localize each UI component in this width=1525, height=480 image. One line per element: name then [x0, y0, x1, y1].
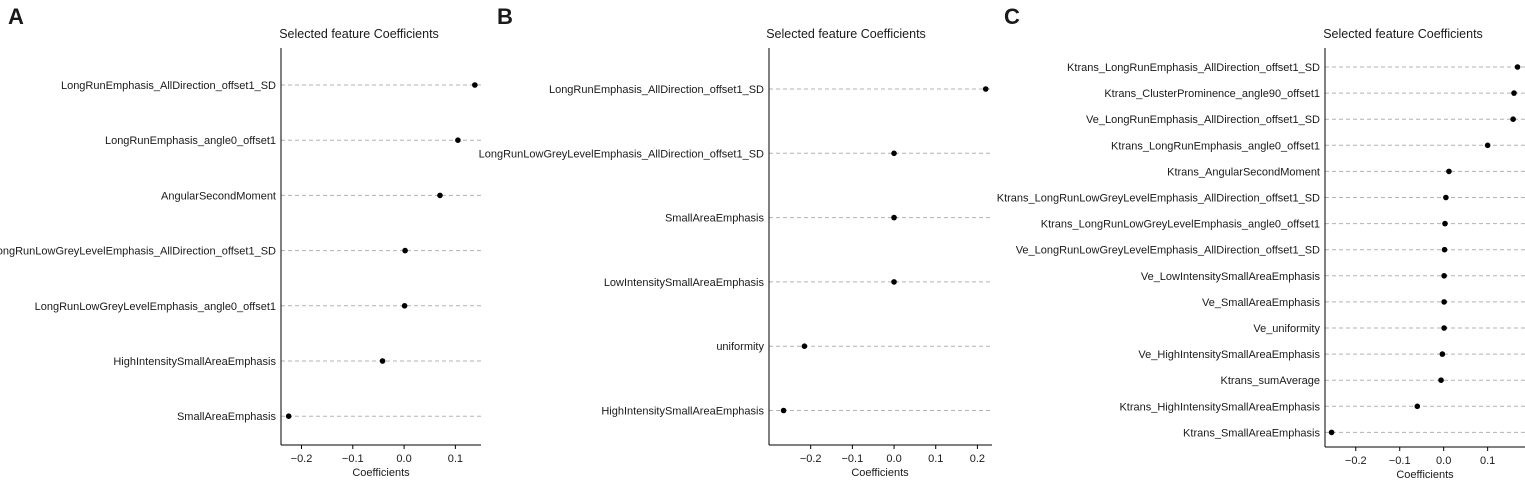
data-point — [891, 279, 897, 285]
feature-label: AngularSecondMoment — [161, 190, 276, 202]
feature-label: Ktrans_LongRunEmphasis_AllDirection_offs… — [1067, 62, 1320, 74]
data-point — [437, 192, 443, 199]
feature-label: Ve_LowIntensitySmallAreaEmphasis — [1141, 271, 1321, 283]
data-point — [1443, 194, 1449, 201]
x-axis-label: Coefficients — [851, 467, 909, 479]
feature-label: Ktrans_LongRunEmphasis_angle0_offset1 — [1111, 140, 1320, 152]
x-tick-label: 0.1 — [448, 453, 463, 465]
data-point — [401, 303, 408, 309]
data-point — [1441, 273, 1447, 279]
chart-title: Selected feature Coefficients — [279, 27, 439, 41]
x-tick-label: −0.1 — [342, 453, 364, 465]
x-tick-label: 0.0 — [1436, 455, 1451, 467]
feature-label: LowIntensitySmallAreaEmphasis — [604, 277, 765, 289]
chart-panel-a: A Selected feature Coefficients LongRunEmp… — [0, 4, 481, 479]
feature-label: Ve_HighIntensitySmallAreaEmphasis — [1138, 349, 1320, 361]
feature-label: Ktrans_ClusterProminence_angle90_offset1 — [1104, 88, 1320, 100]
feature-label: Ktrans_AngularSecondMoment — [1167, 166, 1320, 178]
feature-label: LongRunLowGreyLevelEmphasis_AllDirection… — [479, 148, 764, 160]
x-tick-label: −0.2 — [800, 453, 822, 465]
data-point — [472, 82, 478, 88]
feature-label: Ktrans_SmallAreaEmphasis — [1183, 427, 1320, 439]
data-point — [285, 413, 292, 420]
feature-label: LongRunLowGreyLevelEmphasis_angle0_offse… — [35, 301, 276, 313]
feature-label: LongRunEmphasis_angle0_offset1 — [105, 135, 276, 147]
feature-label: Ktrans_LongRunLowGreyLevelEmphasis_angle… — [1041, 219, 1320, 231]
feature-label: uniformity — [716, 341, 764, 353]
data-point — [1510, 116, 1516, 122]
feature-label: SmallAreaEmphasis — [177, 411, 277, 423]
data-point — [891, 214, 897, 221]
data-point — [402, 247, 408, 254]
feature-label: LongRunEmphasis_AllDirection_offset1_SD — [61, 80, 276, 92]
feature-label: Ve_LongRunLowGreyLevelEmphasis_AllDirect… — [1016, 245, 1320, 257]
data-point — [1511, 90, 1517, 96]
data-point — [780, 407, 787, 414]
chart-title: Selected feature Coefficients — [1323, 27, 1483, 41]
data-point — [1441, 299, 1447, 305]
feature-label: Ktrans_HighIntensitySmallAreaEmphasis — [1119, 401, 1320, 413]
feature-label: HighIntensitySmallAreaEmphasis — [601, 406, 764, 418]
data-point — [801, 343, 808, 350]
x-tick-label: −0.1 — [1389, 455, 1411, 467]
panel-letter: C — [1004, 4, 1020, 29]
feature-label: SmallAreaEmphasis — [665, 213, 765, 225]
feature-label: Ve_SmallAreaEmphasis — [1202, 297, 1321, 309]
feature-label: Ve_uniformity — [1253, 323, 1320, 335]
data-point — [1441, 325, 1447, 331]
data-point — [982, 86, 989, 92]
feature-label: Ktrans_sumAverage — [1221, 375, 1320, 387]
x-tick-label: −0.1 — [842, 453, 864, 465]
x-tick-label: −0.2 — [1345, 455, 1367, 467]
x-tick-label: 0.2 — [970, 453, 985, 465]
data-point — [1442, 220, 1448, 227]
data-point — [1446, 168, 1452, 175]
x-tick-label: 0.1 — [1480, 455, 1495, 467]
chart-panel-b: B Selected feature Coefficients LongRunEmp… — [479, 4, 992, 479]
data-point — [1328, 429, 1335, 436]
x-axis-label: Coefficients — [1396, 469, 1454, 480]
data-point — [1484, 142, 1491, 149]
data-point — [379, 358, 386, 364]
x-tick-label: −0.2 — [291, 453, 313, 465]
panel-letter: A — [8, 4, 24, 29]
data-point — [1438, 377, 1444, 384]
x-tick-label: 0.0 — [396, 453, 411, 465]
data-point — [1514, 64, 1521, 70]
data-point — [455, 137, 461, 143]
feature-label: Ktrans_LongRunLowGreyLevelEmphasis_AllDi… — [997, 193, 1320, 205]
feature-label: Ve_LongRunEmphasis_AllDirection_offset1_… — [1086, 114, 1320, 126]
data-point — [891, 150, 897, 157]
feature-label: HighIntensitySmallAreaEmphasis — [113, 356, 276, 368]
data-point — [1439, 351, 1446, 357]
data-point — [1441, 246, 1448, 253]
chart-title: Selected feature Coefficients — [766, 27, 926, 41]
data-point — [1414, 403, 1421, 410]
feature-label: LongRunEmphasis_AllDirection_offset1_SD — [549, 84, 764, 96]
x-tick-label: 0.0 — [886, 453, 901, 465]
x-tick-label: 0.1 — [928, 453, 943, 465]
feature-label: LongRunLowGreyLevelEmphasis_AllDirection… — [0, 246, 276, 258]
x-axis-label: Coefficients — [352, 467, 410, 479]
panel-letter: B — [497, 4, 513, 29]
chart-panel-c: C Selected feature Coefficients Ktrans_Lon… — [997, 4, 1525, 480]
